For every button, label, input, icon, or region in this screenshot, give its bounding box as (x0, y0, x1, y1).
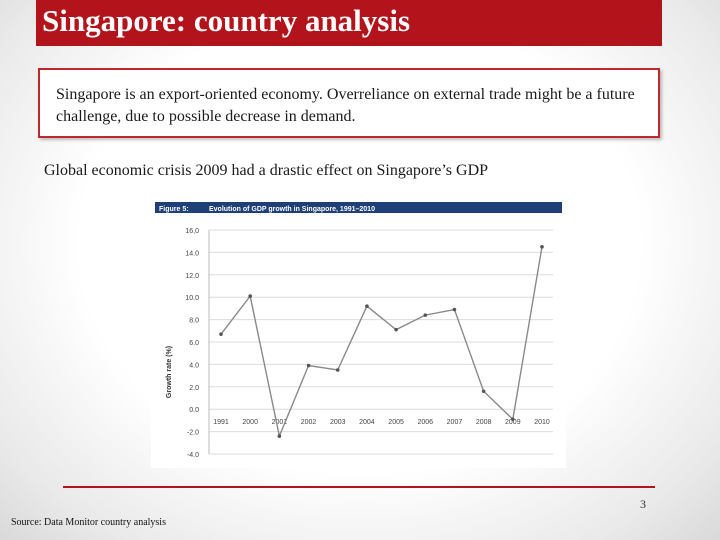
slide-subtitle: Global economic crisis 2009 had a drasti… (44, 162, 489, 179)
data-point (423, 313, 428, 317)
x-tick-label: 2000 (242, 419, 258, 426)
x-tick-label: 2009 (505, 419, 521, 426)
y-tick-label: 8.0 (189, 318, 199, 325)
y-tick-label: -4.0 (187, 452, 199, 459)
gdp-chart: Figure 5: Evolution of GDP growth in Sing… (151, 198, 566, 468)
x-tick-label: 2001 (272, 419, 288, 426)
y-tick-label: 6.0 (189, 340, 199, 347)
x-tick-label: 2003 (330, 419, 346, 426)
chart-title: Evolution of GDP growth in Singapore, 19… (209, 206, 375, 213)
data-point (452, 307, 457, 312)
chart-figure-label: Figure 5: (159, 206, 189, 213)
y-tick-label: -2.0 (187, 430, 199, 437)
x-tick-label: 2007 (447, 419, 463, 426)
data-point (248, 294, 252, 298)
y-tick-label: 2.0 (189, 385, 199, 392)
chart-header-band (155, 202, 562, 213)
x-tick-label: 2008 (476, 419, 492, 426)
gdp-growth-line (220, 246, 543, 439)
chart-canvas: Figure 5: Evolution of GDP growth in Sing… (155, 202, 562, 459)
y-tick-label: 16,0 (185, 228, 199, 235)
x-tick-label: 2004 (359, 419, 375, 426)
data-point (306, 363, 311, 368)
source-note: Source: Data Monitor country analysis (11, 517, 166, 528)
data-point (277, 434, 282, 438)
callout-text: Singapore is an export-oriented economy.… (56, 86, 635, 125)
x-tick-label: 1991 (213, 419, 229, 426)
data-point (481, 389, 486, 394)
y-tick-label: 4.0 (189, 362, 199, 369)
slide-title: Singapore: country analysis (42, 3, 411, 38)
x-tick-label: 2002 (301, 419, 317, 426)
y-tick-label: 0.0 (189, 407, 199, 414)
x-tick-label: 2005 (388, 419, 404, 426)
data-point (540, 245, 544, 249)
data-point (365, 304, 369, 308)
x-tick-label: 2006 (417, 419, 433, 426)
title-bar: Singapore: country analysis (36, 0, 662, 46)
divider-line (63, 486, 655, 488)
y-tick-label: 10.0 (185, 295, 199, 302)
page-number: 3 (640, 497, 646, 511)
x-tick-label: 2010 (534, 419, 550, 426)
data-point (335, 368, 340, 372)
callout-box: Singapore is an export-oriented economy.… (38, 68, 660, 138)
y-axis-label: Growth rate (%) (166, 346, 173, 398)
data-point (394, 327, 398, 332)
data-point (219, 332, 223, 336)
y-tick-label: 12.0 (185, 273, 199, 280)
data-point (511, 417, 515, 422)
y-tick-label: 14.0 (185, 250, 199, 257)
